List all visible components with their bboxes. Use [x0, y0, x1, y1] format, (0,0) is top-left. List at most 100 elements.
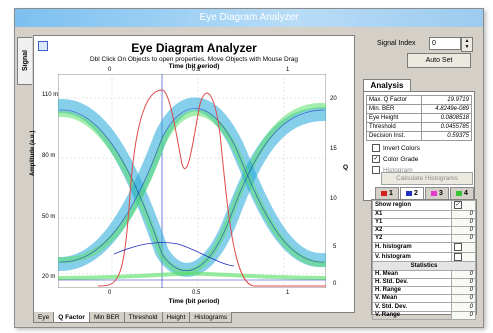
coord-value[interactable]: 0 — [450, 209, 476, 219]
tab-threshold[interactable]: Threshold — [123, 312, 163, 323]
auto-set-button[interactable]: Auto Set — [407, 53, 471, 68]
spin-up-icon[interactable]: ▲ — [464, 38, 470, 44]
stat-row: V. Std. Dev. 0 — [372, 302, 476, 312]
plot-panel: Eye Diagram Analyzer Dbl Click On Object… — [30, 35, 355, 313]
channel-4-swatch-icon — [456, 191, 463, 196]
histogram-checkbox[interactable] — [372, 166, 380, 174]
tab-height[interactable]: Height — [161, 312, 191, 323]
plot-title: Eye Diagram Analyzer — [131, 41, 257, 55]
eye-diagram-window: Eye Diagram Analyzer Signal Eye Diagram … — [14, 8, 484, 328]
stat-row: H. Mean 0 — [372, 269, 476, 279]
analysis-row: Eye Height 0.0808518 — [365, 113, 472, 123]
plot-menu-icon[interactable] — [38, 41, 48, 51]
x-axis-bottom-label: Time (bit period) — [168, 298, 220, 305]
spin-down-icon[interactable]: ▼ — [464, 44, 470, 50]
coord-value[interactable]: 0 — [450, 217, 476, 227]
region-statistics-grid: Show region ✓ X1 0 Y1 0 X2 0 — [371, 199, 477, 320]
right-panel: Signal Index 0 ▲ ▼ Auto Set Analysis Max… — [359, 35, 479, 321]
show-region-row: Show region ✓ — [372, 200, 476, 211]
signal-side-tab[interactable]: Signal — [17, 37, 32, 85]
signal-index-input[interactable]: 0 — [429, 37, 461, 50]
show-region-cell: ✓ — [450, 200, 476, 211]
show-region-checkbox[interactable]: ✓ — [453, 201, 462, 209]
coord-row: X1 0 — [372, 209, 476, 219]
stat-row: H. Range 0 — [372, 286, 476, 296]
analysis-value: 0.0808518 — [421, 113, 472, 123]
coord-label: X1 — [372, 209, 452, 219]
y-tick-left-3: 20 m — [42, 274, 56, 280]
analysis-label: Decision Inst. — [365, 131, 423, 141]
color-grade-checkbox[interactable]: ✓ — [372, 155, 380, 163]
x-tick-top-1: 0.5 — [192, 67, 201, 73]
y-axis-left-label: Amplitude (a.u.) — [30, 130, 36, 176]
analysis-value: 0.0455785 — [421, 122, 472, 132]
stat-label: H. Mean — [372, 269, 452, 279]
stat-value: 0 — [450, 277, 476, 288]
stat-row: V. Range 0 — [372, 310, 476, 320]
coord-value[interactable]: 0 — [450, 234, 476, 244]
h-histogram-label: H. histogram — [372, 242, 452, 253]
stat-label: H. Std. Dev. — [372, 277, 452, 288]
analysis-value: 4.8249e-089 — [421, 104, 472, 114]
tab-min-ber[interactable]: Min BER — [88, 312, 125, 323]
channel-2-swatch-icon — [406, 191, 413, 196]
channel-1-label: 1 — [389, 190, 393, 197]
histogram-option[interactable]: Histogram — [372, 166, 413, 174]
coord-row: Y2 0 — [372, 234, 476, 244]
tab-analysis[interactable]: Analysis — [363, 79, 411, 92]
v-histogram-checkbox[interactable] — [453, 252, 462, 261]
channel-4-label: 4 — [464, 190, 468, 197]
invert-colors-checkbox[interactable] — [372, 144, 380, 152]
bottom-tab-strip: Eye Q Factor Min BER Threshold Height Hi… — [33, 312, 233, 323]
v-histogram-cell — [450, 251, 476, 263]
coord-label: Y1 — [372, 217, 452, 227]
analysis-row: Max. Q Factor 19.9719 — [365, 95, 472, 105]
channel-3-label: 3 — [439, 190, 443, 197]
h-histogram-row: H. histogram — [372, 242, 476, 253]
coord-value[interactable]: 0 — [450, 225, 476, 236]
tab-channel-2[interactable]: 2 — [400, 187, 424, 200]
coord-label: X2 — [372, 225, 452, 236]
channel-1-swatch-icon — [381, 191, 388, 196]
y-tick-right-0: 20 — [330, 96, 337, 102]
coord-label: Y2 — [372, 234, 452, 244]
signal-index-spinner[interactable]: ▲ ▼ — [461, 37, 473, 52]
color-grade-option[interactable]: ✓ Color Grade — [372, 155, 418, 163]
analysis-label: Min. BER — [365, 104, 423, 114]
histogram-label: Histogram — [383, 166, 413, 174]
calculate-histograms-button[interactable]: Calculate Histograms — [381, 172, 473, 185]
stat-value: 0 — [450, 310, 476, 320]
h-histogram-checkbox[interactable] — [453, 243, 462, 252]
analysis-row: Threshold 0.0455785 — [365, 122, 472, 132]
x-tick-top-0: 0 — [108, 67, 112, 73]
tab-eye[interactable]: Eye — [33, 312, 55, 323]
analysis-label: Eye Height — [365, 113, 423, 123]
analysis-row: Decision Inst. 0.59375 — [365, 131, 472, 141]
x-tick-bottom-0: 0 — [108, 290, 112, 296]
coord-row: Y1 0 — [372, 217, 476, 227]
invert-colors-label: Invert Colors — [383, 144, 420, 152]
statistics-header: Statistics — [372, 261, 476, 271]
tab-histograms[interactable]: Histograms — [189, 312, 233, 323]
stat-label: V. Range — [372, 310, 452, 320]
signal-index-label: Signal Index — [377, 40, 416, 47]
x-axis-top-label: Time (bit period) — [168, 63, 220, 70]
stat-label: V. Std. Dev. — [372, 302, 452, 312]
invert-colors-option[interactable]: Invert Colors — [372, 144, 420, 152]
eye-traces — [58, 97, 326, 281]
channel-tabs: 1 2 3 4 — [375, 187, 475, 200]
tab-channel-1[interactable]: 1 — [375, 187, 399, 200]
x-tick-bottom-2: 1 — [286, 290, 290, 296]
eye-diagram-plot[interactable] — [58, 74, 326, 288]
analysis-label: Max. Q Factor — [365, 95, 423, 105]
channel-2-label: 2 — [414, 190, 418, 197]
v-histogram-label: V. histogram — [372, 251, 452, 263]
y-tick-right-1: 15 — [330, 146, 337, 152]
plot-subtitle: Dbl Click On Objects to open properties.… — [89, 56, 299, 63]
stat-value: 0 — [450, 286, 476, 296]
statistics-table: Show region ✓ X1 0 Y1 0 X2 0 — [372, 200, 476, 320]
y-axis-right-label: Q — [342, 164, 348, 171]
tab-q-factor[interactable]: Q Factor — [53, 312, 90, 323]
stat-label: H. Range — [372, 286, 452, 296]
coord-row: X2 0 — [372, 225, 476, 236]
